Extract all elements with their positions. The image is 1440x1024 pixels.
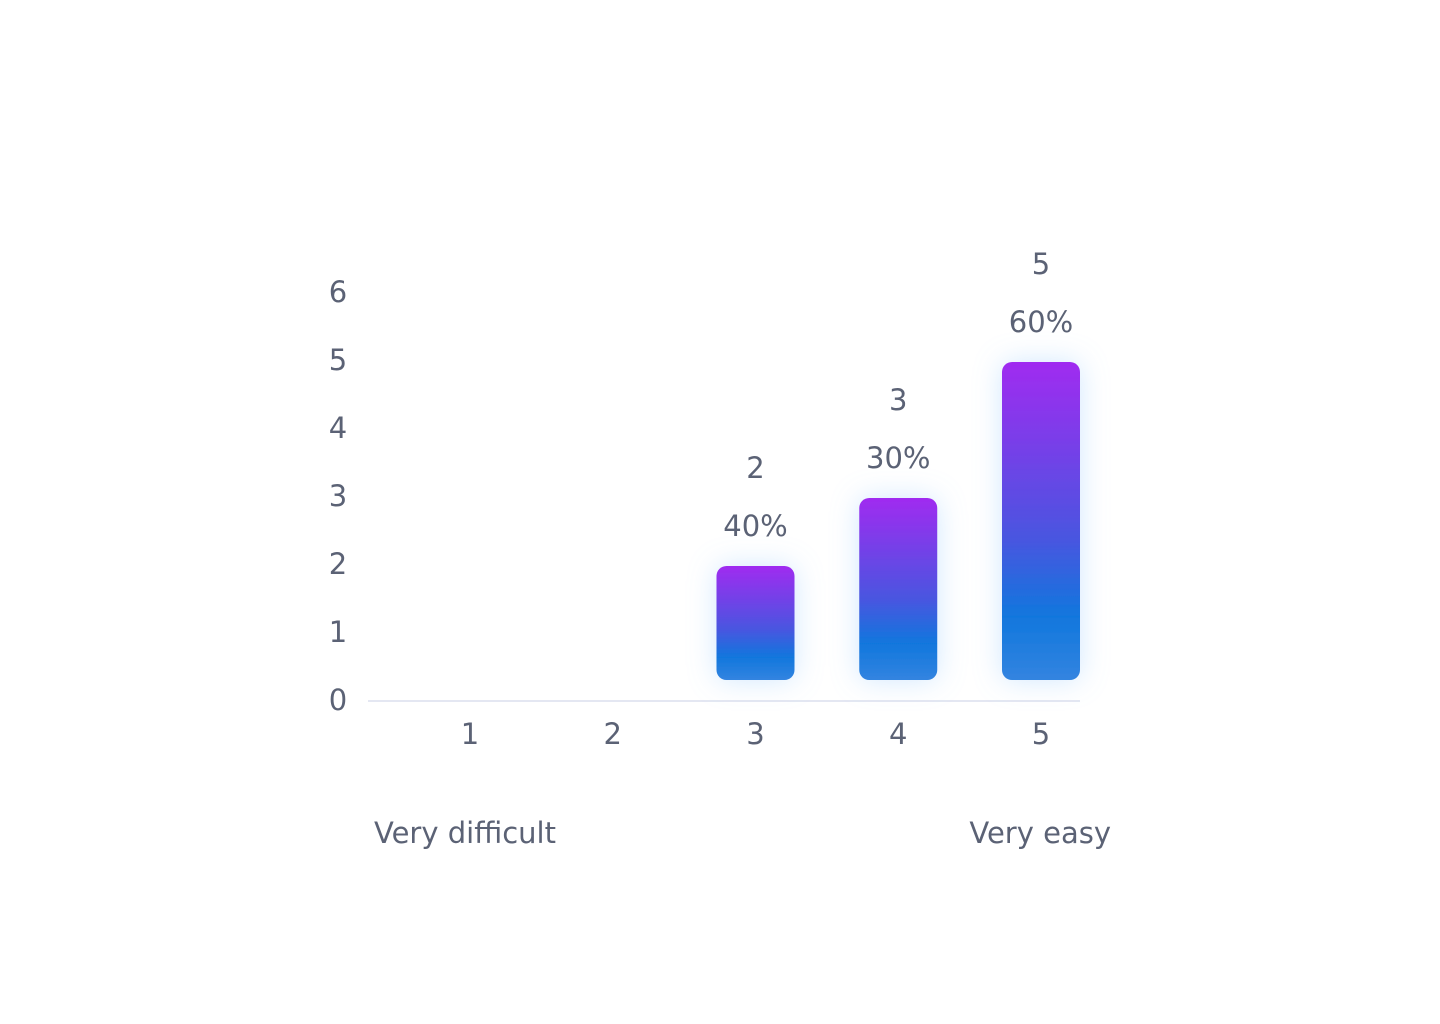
y-tick-label: 1	[329, 615, 347, 649]
value-label: 3	[889, 383, 907, 417]
x-tick-label: 2	[604, 717, 622, 751]
percentage-label: 30%	[866, 441, 930, 475]
x-tick-label: 3	[746, 717, 764, 751]
value-label: 2	[746, 451, 764, 485]
y-tick-label: 6	[329, 275, 347, 309]
bar	[716, 566, 795, 680]
y-tick-label: 0	[329, 683, 347, 717]
y-tick-label: 2	[329, 547, 347, 581]
y-tick-label: 5	[329, 343, 347, 377]
y-tick-label: 3	[329, 479, 347, 513]
bar	[859, 498, 938, 680]
x-tick-label: 5	[1032, 717, 1050, 751]
x-tick-label: 1	[461, 717, 479, 751]
y-tick-label: 4	[329, 411, 347, 445]
percentage-label: 40%	[723, 509, 787, 543]
bar	[1002, 362, 1080, 680]
x-tick-label: 4	[889, 717, 907, 751]
x-endpoint-label: Very easy	[969, 816, 1111, 850]
value-label: 5	[1032, 247, 1050, 281]
x-endpoint-label: Very difficult	[374, 816, 556, 850]
percentage-label: 60%	[1009, 305, 1073, 339]
